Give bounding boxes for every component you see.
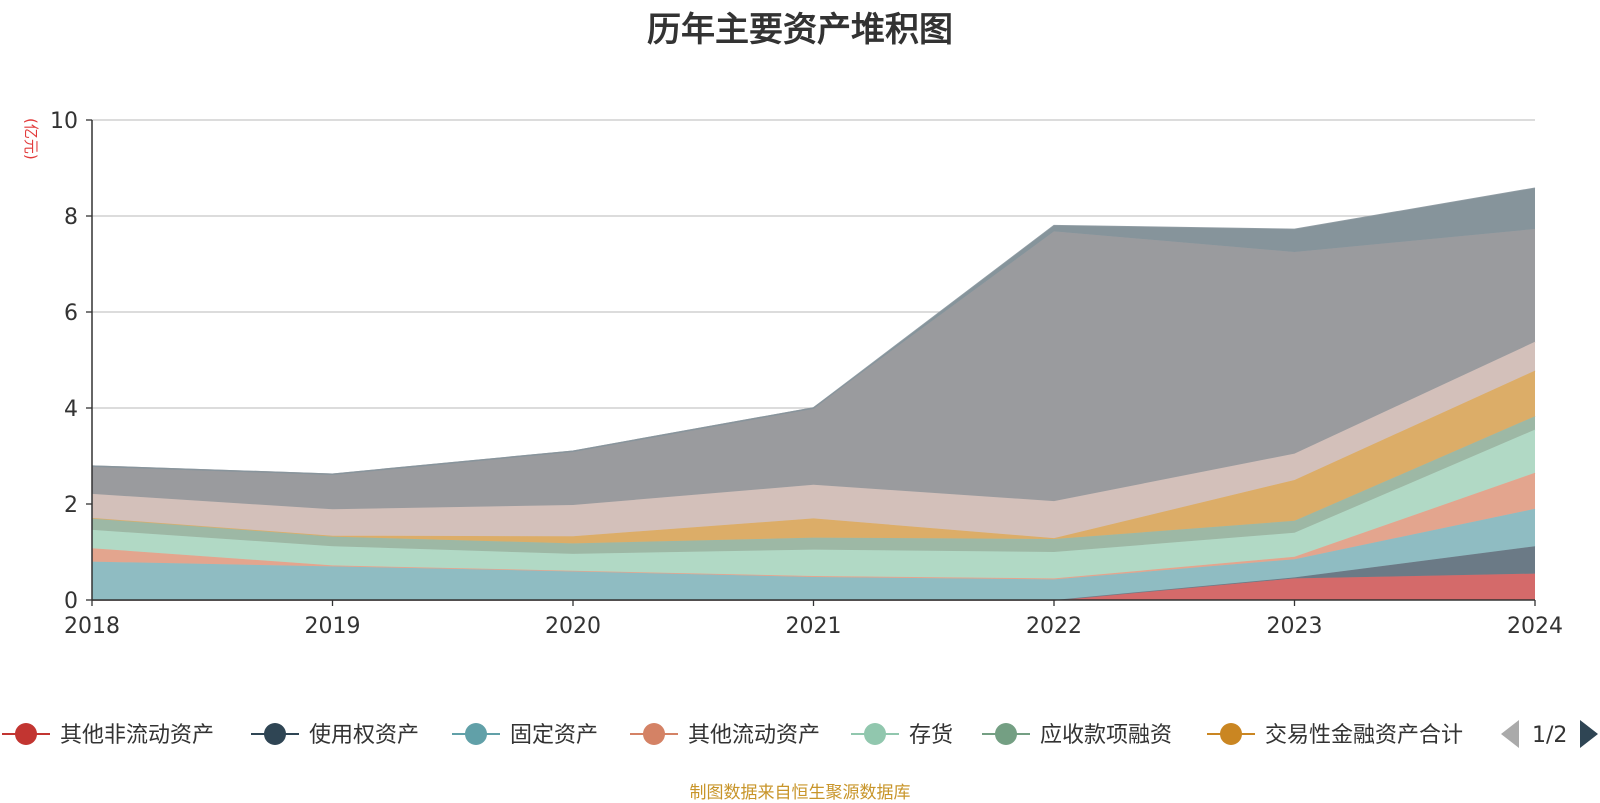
- legend-item[interactable]: 应收款项融资: [982, 723, 1172, 748]
- legend-marker: [15, 723, 37, 745]
- legend-item[interactable]: 使用权资产: [251, 723, 419, 748]
- legend-next-page-icon[interactable]: [1580, 720, 1598, 748]
- chart-title: 历年主要资产堆积图: [647, 10, 953, 50]
- x-tick-label: 2018: [64, 614, 120, 639]
- legend-marker: [465, 723, 487, 745]
- x-tick-label: 2021: [786, 614, 842, 639]
- legend-label: 使用权资产: [309, 723, 419, 748]
- legend-label: 交易性金融资产合计: [1265, 723, 1463, 748]
- y-tick-label: 8: [64, 205, 78, 230]
- x-tick-label: 2024: [1507, 614, 1563, 639]
- legend-item[interactable]: 固定资产: [452, 723, 598, 748]
- legend-prev-page-icon[interactable]: [1501, 720, 1519, 748]
- y-tick-label: 0: [64, 589, 78, 614]
- legend-label: 存货: [909, 723, 953, 748]
- legend-item[interactable]: 存货: [851, 723, 953, 748]
- area-series-8: [92, 341, 1535, 539]
- series-line-10: [91, 187, 1536, 475]
- legend-marker: [995, 723, 1017, 745]
- area-series-9: [92, 229, 1535, 510]
- legend-label: 应收款项融资: [1040, 723, 1172, 748]
- y-tick-label: 6: [64, 301, 78, 326]
- area-series-10: [92, 188, 1535, 475]
- x-tick-label: 2023: [1267, 614, 1323, 639]
- legend-marker: [1220, 723, 1242, 745]
- y-tick-label: 4: [64, 397, 78, 422]
- legend-item[interactable]: 交易性金融资产合计: [1207, 723, 1463, 748]
- legend-label: 其他非流动资产: [60, 723, 214, 748]
- y-tick-label: 10: [50, 109, 78, 134]
- area-series: [91, 187, 1536, 601]
- legend-label: 其他流动资产: [688, 723, 820, 748]
- legend-item[interactable]: 其他流动资产: [630, 723, 820, 748]
- axes: 0 2 4 6 8 10 2018 2019 2020 2021 2022 2023 2024: [50, 109, 1563, 639]
- x-tick-label: 2022: [1026, 614, 1082, 639]
- area-series-1: [92, 573, 1535, 600]
- legend-page-indicator: 1/2: [1532, 723, 1567, 748]
- source-note: 制图数据来自恒生聚源数据库: [689, 783, 911, 803]
- legend-marker: [264, 723, 286, 745]
- legend-marker: [864, 723, 886, 745]
- area-series-3: [92, 508, 1535, 600]
- x-tick-label: 2020: [545, 614, 601, 639]
- y-tick-label: 2: [64, 493, 78, 518]
- legend-label: 固定资产: [510, 723, 598, 748]
- legend-item[interactable]: 其他非流动资产: [2, 723, 214, 748]
- x-tick-label: 2019: [305, 614, 361, 639]
- legend: 其他非流动资产 使用权资产 固定资产 其他流动资产 存货 应收款项融资 交易性金融资产合计 1…: [2, 720, 1598, 748]
- legend-marker: [643, 723, 665, 745]
